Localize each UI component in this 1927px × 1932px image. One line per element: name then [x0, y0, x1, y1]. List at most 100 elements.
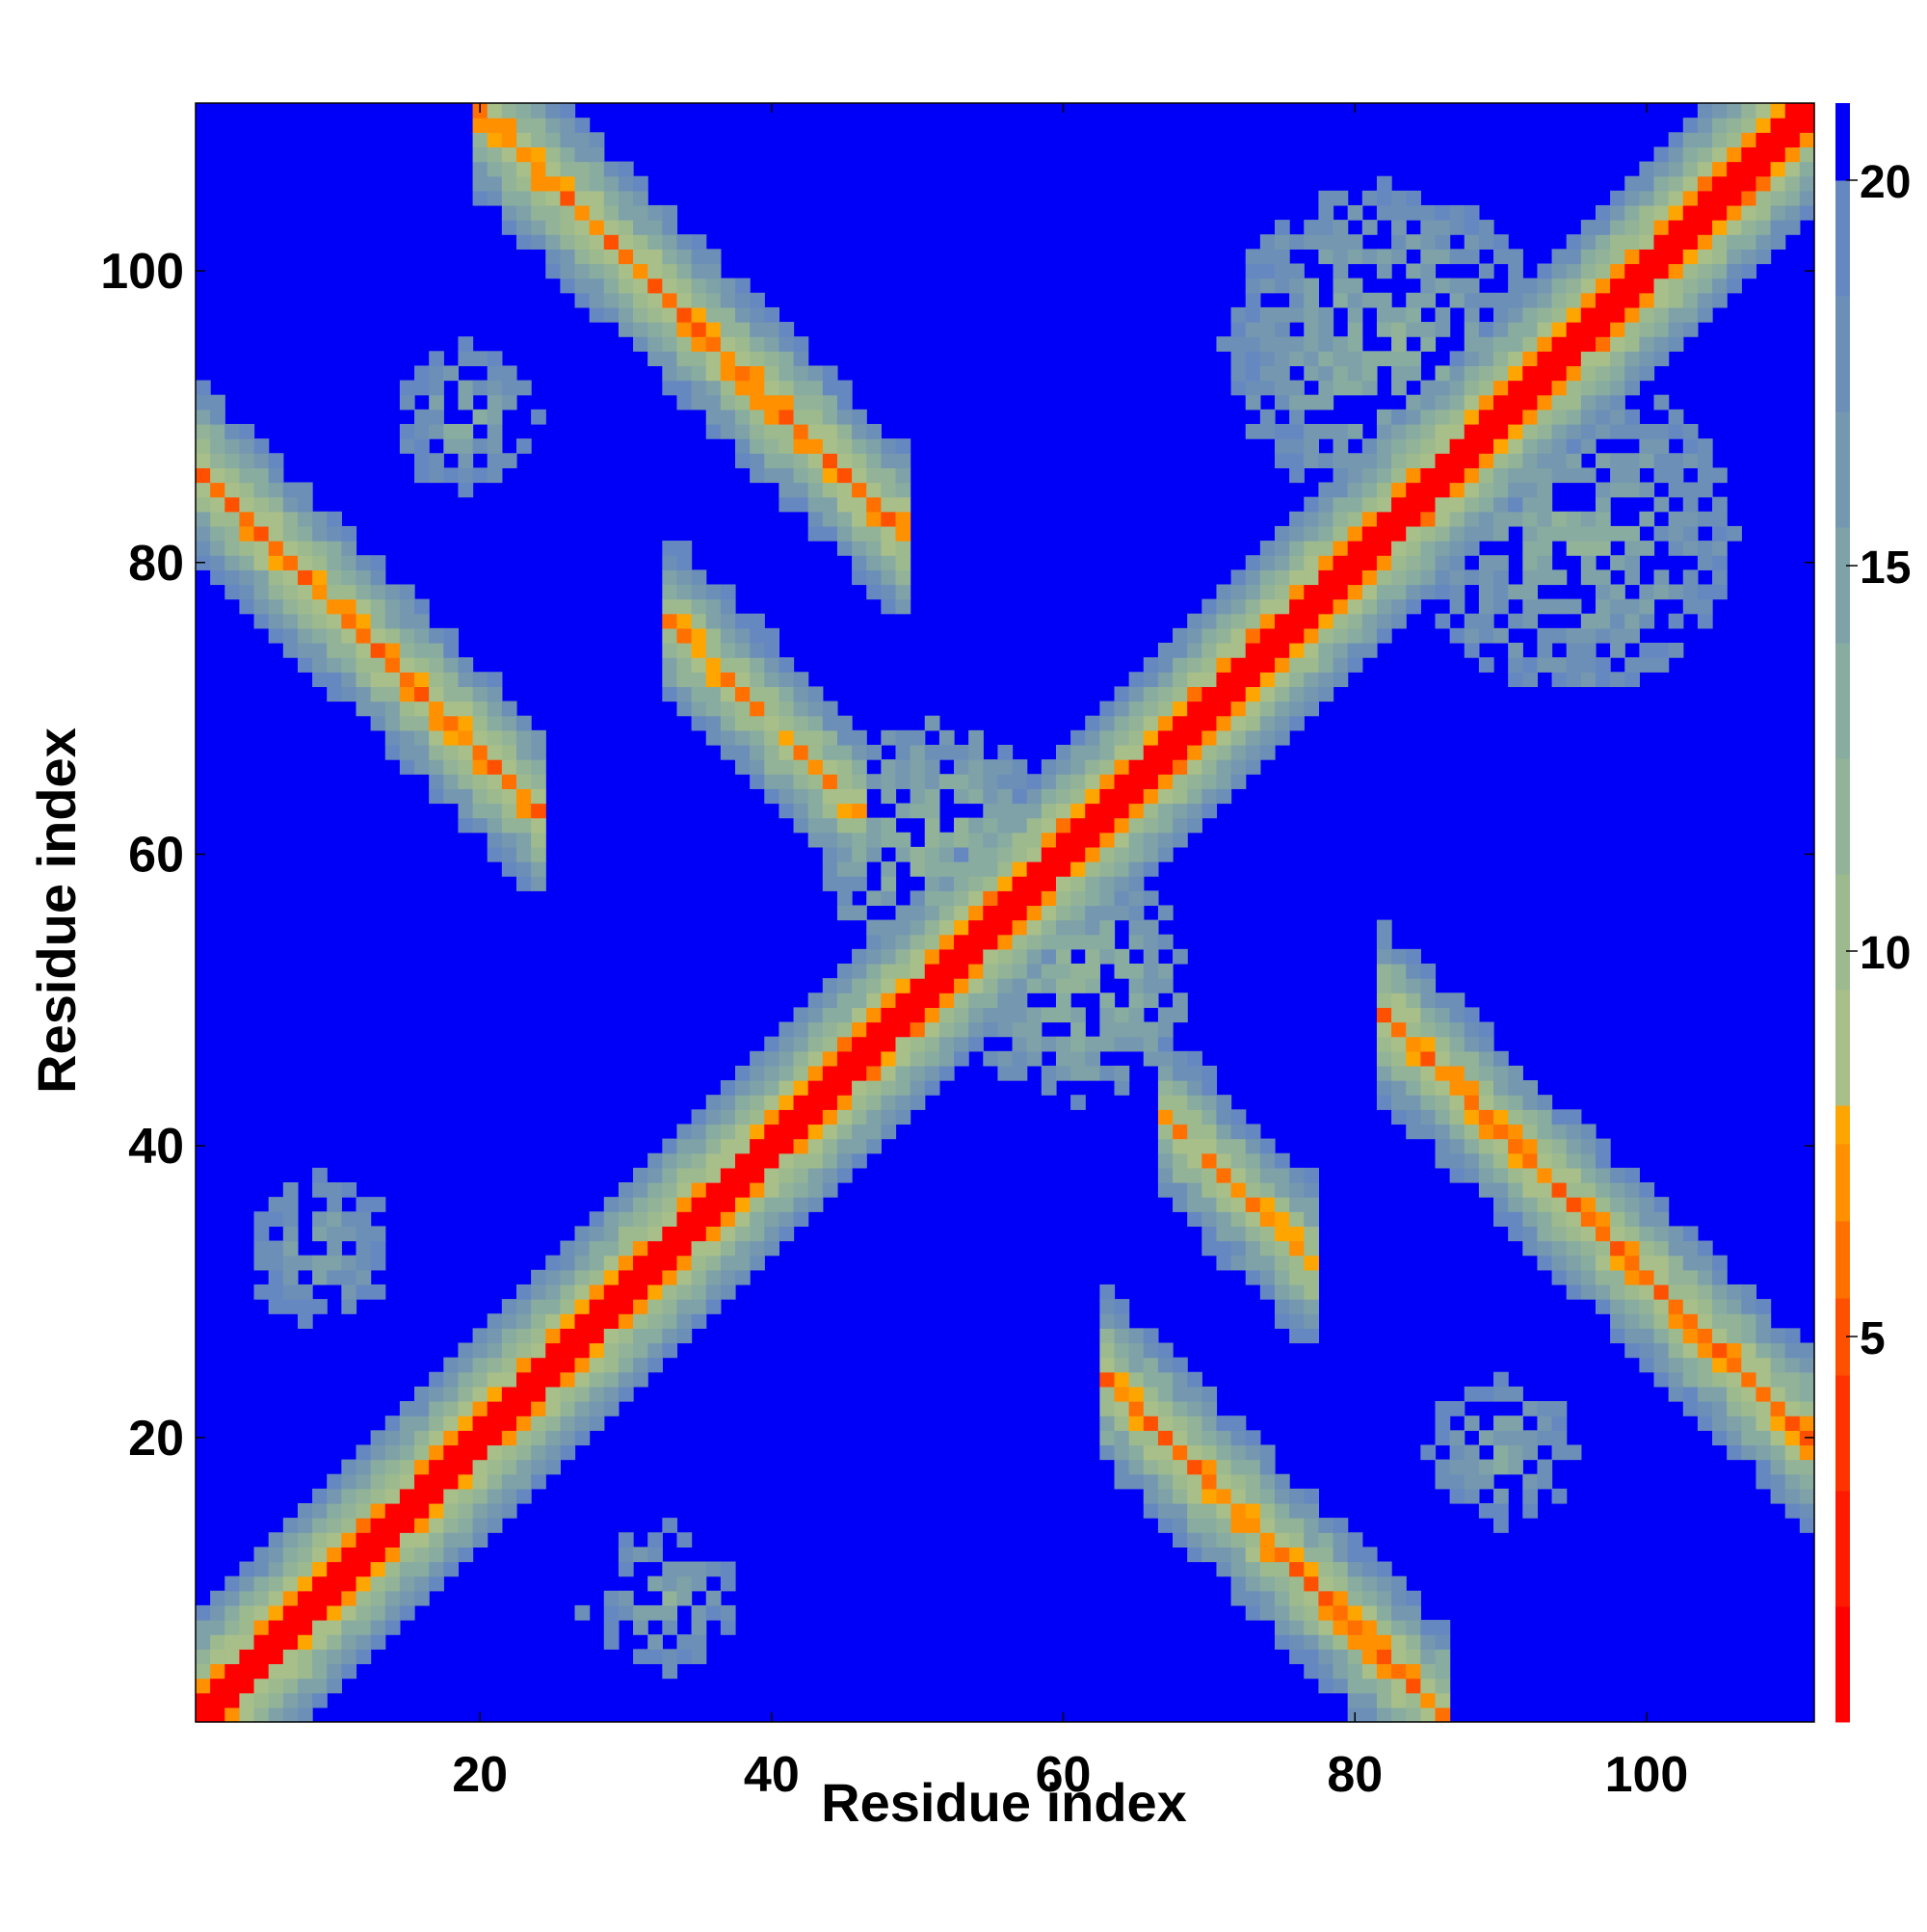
- heatmap-cell: [1449, 1152, 1465, 1169]
- heatmap-cell: [1114, 1386, 1130, 1402]
- heatmap-cell: [720, 584, 736, 600]
- heatmap-cell: [545, 1444, 561, 1461]
- heatmap-cell: [1128, 686, 1145, 702]
- heatmap-cell: [1697, 234, 1713, 250]
- heatmap-cell: [1493, 1386, 1509, 1402]
- heatmap-cell: [531, 729, 546, 746]
- heatmap-cell: [750, 380, 765, 396]
- heatmap-cell: [1041, 774, 1057, 789]
- heatmap-cell: [924, 992, 940, 1008]
- heatmap-cell: [501, 190, 517, 206]
- heatmap-cell: [574, 1240, 591, 1257]
- heatmap-cell: [1304, 1488, 1320, 1504]
- heatmap-cell: [1245, 1444, 1261, 1461]
- heatmap-cell: [676, 584, 693, 600]
- heatmap-cell: [1435, 1095, 1451, 1110]
- heatmap-cell: [487, 1401, 503, 1416]
- heatmap-cell: [1406, 496, 1421, 513]
- heatmap-cell: [1406, 423, 1421, 439]
- heatmap-cell: [807, 832, 824, 848]
- heatmap-cell: [764, 453, 780, 468]
- heatmap-cell: [370, 715, 386, 731]
- heatmap-cell: [705, 409, 722, 425]
- heatmap-cell: [1522, 1095, 1539, 1110]
- heatmap-cell: [487, 672, 503, 688]
- heatmap-cell: [1376, 1065, 1392, 1081]
- heatmap-cell: [1551, 322, 1568, 337]
- heatmap-cell: [1245, 1547, 1261, 1563]
- heatmap-cell: [356, 598, 372, 615]
- heatmap-cell: [1624, 365, 1640, 382]
- heatmap-cell: [253, 1604, 270, 1621]
- heatmap-cell: [1727, 1357, 1742, 1373]
- heatmap-cell: [1143, 978, 1159, 993]
- heatmap-cell: [1070, 744, 1086, 760]
- heatmap-cell: [1099, 890, 1116, 907]
- heatmap-cell: [1289, 1488, 1305, 1504]
- heatmap-cell: [1099, 774, 1116, 789]
- heatmap-cell: [1055, 759, 1071, 775]
- heatmap-cell: [370, 1255, 386, 1271]
- heatmap-cell: [253, 1226, 270, 1242]
- heatmap-cell: [1187, 627, 1202, 644]
- heatmap-cell: [1580, 541, 1597, 556]
- heatmap-cell: [531, 1473, 546, 1490]
- heatmap-cell: [1376, 190, 1392, 206]
- heatmap-cell: [1157, 686, 1174, 702]
- heatmap-cell: [866, 569, 882, 586]
- heatmap-cell: [1537, 482, 1553, 498]
- heatmap-cell: [1799, 175, 1815, 192]
- heatmap-cell: [662, 1590, 678, 1606]
- heatmap-cell: [1682, 146, 1699, 163]
- heatmap-cell: [895, 978, 911, 993]
- heatmap-cell: [1391, 380, 1407, 396]
- heatmap-cell: [1682, 1299, 1699, 1314]
- heatmap-cell: [910, 861, 926, 877]
- heatmap-cell: [399, 715, 415, 731]
- heatmap-cell: [1639, 249, 1655, 265]
- heatmap-cell: [1361, 467, 1378, 484]
- heatmap-cell: [1595, 453, 1611, 468]
- heatmap-cell: [1026, 861, 1043, 877]
- heatmap-cell: [1770, 1444, 1786, 1461]
- heatmap-cell: [515, 788, 532, 805]
- heatmap-cell: [1085, 919, 1100, 936]
- heatmap-cell: [764, 438, 780, 454]
- heatmap-cell: [1259, 351, 1276, 367]
- heatmap-cell: [881, 759, 897, 775]
- heatmap-cell: [1712, 263, 1728, 279]
- heatmap-cell: [327, 1663, 342, 1680]
- heatmap-cell: [1580, 555, 1597, 570]
- heatmap-cell: [1799, 1444, 1815, 1461]
- heatmap-cell: [1376, 453, 1392, 468]
- heatmap-cell: [1128, 1444, 1145, 1461]
- heatmap-cell: [1755, 1313, 1772, 1329]
- heatmap-cell: [560, 1444, 576, 1461]
- heatmap-cell: [384, 1532, 401, 1548]
- heatmap-cell: [603, 1401, 620, 1416]
- heatmap-cell: [1114, 774, 1130, 789]
- heatmap-cell: [1653, 306, 1670, 323]
- heatmap-cell: [443, 1430, 460, 1446]
- heatmap-cell: [866, 832, 882, 848]
- heatmap-cell: [1508, 1152, 1523, 1169]
- heatmap-cell: [1449, 584, 1465, 600]
- heatmap-cell: [1289, 1604, 1305, 1621]
- heatmap-cell: [1682, 438, 1699, 454]
- heatmap-cell: [1173, 1502, 1188, 1519]
- heatmap-cell: [1143, 861, 1159, 877]
- heatmap-cell: [1551, 263, 1568, 279]
- heatmap-cell: [1333, 1649, 1349, 1665]
- heatmap-cell: [1085, 934, 1100, 950]
- heatmap-cell: [1187, 643, 1202, 658]
- heatmap-cell: [1157, 934, 1174, 950]
- heatmap-cell: [836, 467, 853, 484]
- heatmap-cell: [1522, 672, 1539, 688]
- heatmap-cell: [1610, 365, 1625, 382]
- heatmap-cell: [224, 1692, 241, 1708]
- heatmap-cell: [1755, 1342, 1772, 1359]
- heatmap-cell: [501, 817, 517, 834]
- heatmap-cell: [1712, 1430, 1728, 1446]
- heatmap-cell: [1128, 934, 1145, 950]
- heatmap-cell: [1376, 963, 1392, 979]
